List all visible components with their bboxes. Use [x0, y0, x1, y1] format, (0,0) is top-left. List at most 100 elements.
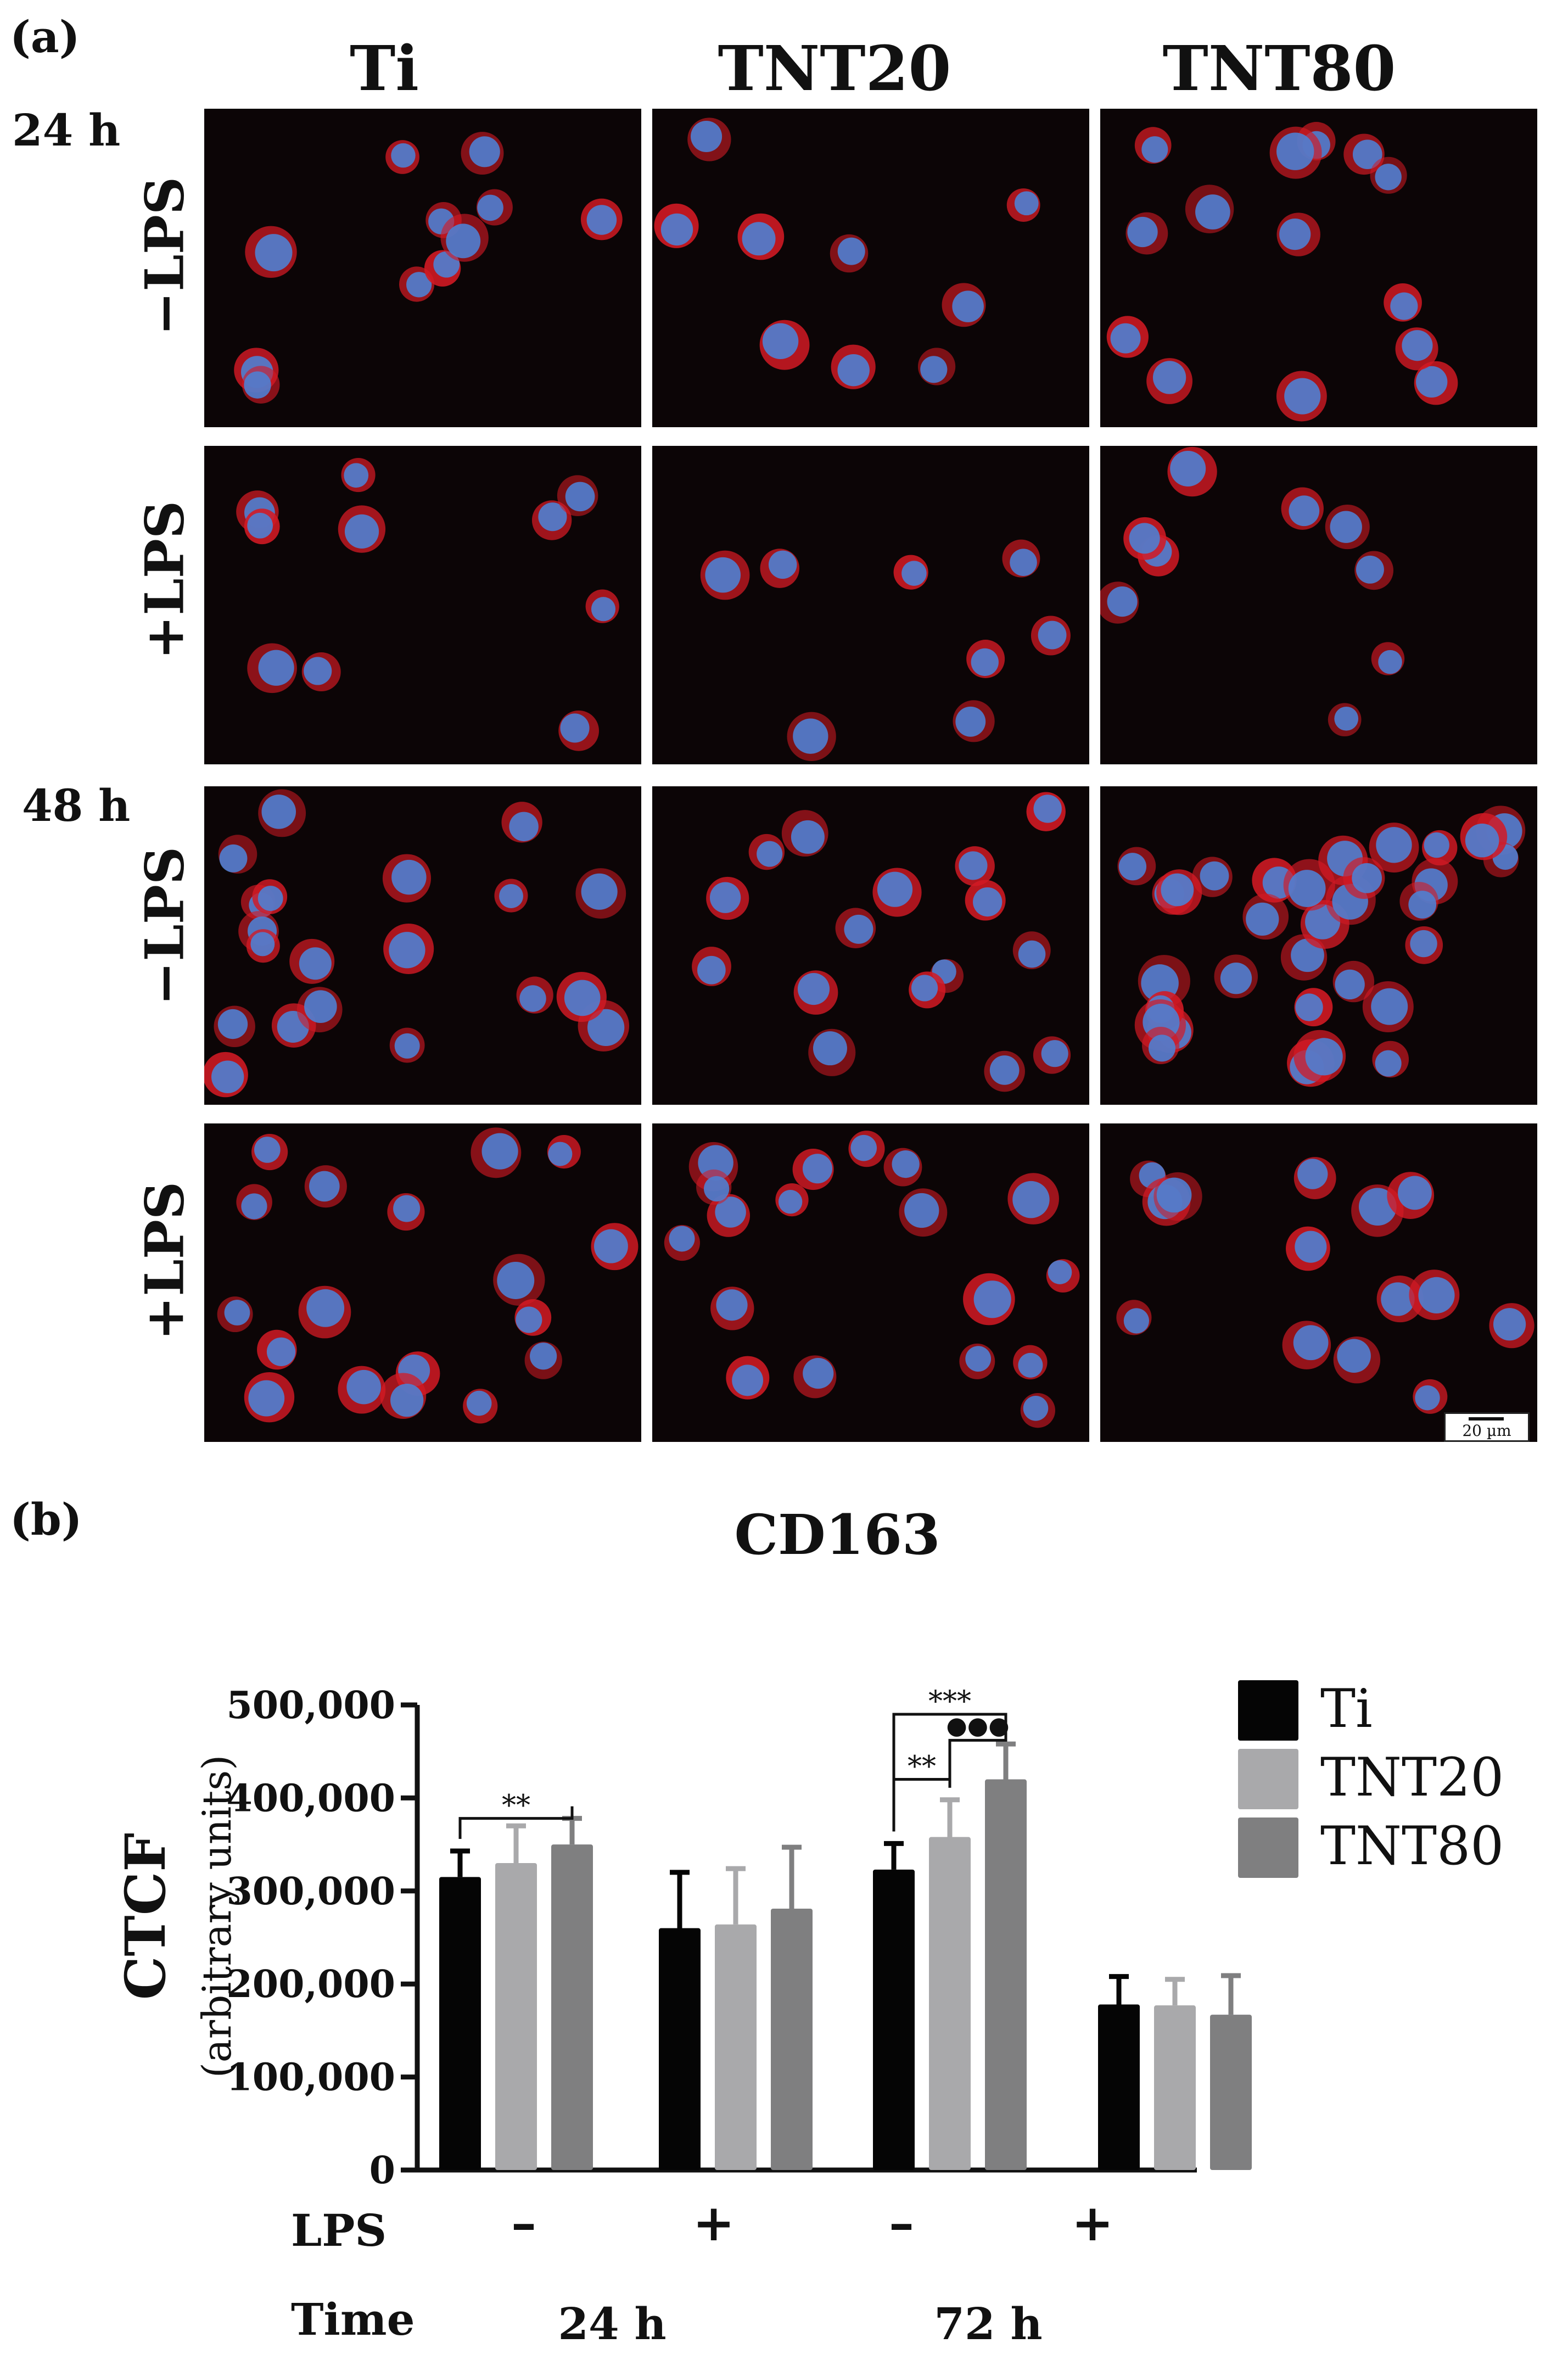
cell-nucleus [1170, 450, 1206, 486]
cell-nucleus [244, 371, 271, 399]
cell-nucleus [1200, 861, 1229, 891]
cell-nucleus [1038, 620, 1067, 650]
cell-nucleus [1352, 139, 1382, 170]
cell-nucleus [1118, 853, 1147, 881]
cell-nucleus [813, 1031, 847, 1066]
micrograph-tnt80-48h-plus-lps [1100, 1123, 1537, 1442]
cell-nucleus [1418, 1277, 1455, 1314]
cell-nucleus [1012, 1181, 1050, 1218]
bar-ti-2 [873, 1869, 915, 2170]
cell-nucleus [877, 871, 913, 907]
cell-nucleus [1337, 1339, 1371, 1373]
cell-nucleus [1107, 586, 1138, 617]
cell-nucleus [346, 1369, 381, 1405]
cell-nucleus [1305, 1038, 1343, 1076]
significance-bracket [458, 1806, 574, 1839]
cell-nucleus [219, 844, 248, 873]
cell-nucleus [660, 213, 693, 246]
cell-nucleus [844, 914, 873, 944]
cell-nucleus [1398, 1176, 1432, 1210]
cell-nucleus [255, 234, 293, 272]
cell-nucleus [793, 718, 828, 754]
row-label-minus-lps-2: −LPS [133, 846, 196, 1006]
cell-nucleus [1110, 323, 1141, 354]
cell-nucleus [1127, 216, 1158, 248]
significance-bracket [892, 1778, 951, 1832]
cell-nucleus [762, 323, 799, 360]
micrograph-tnt80-24h-minus-lps [1100, 109, 1537, 427]
bar-ti-0 [439, 1877, 481, 2170]
micrograph-tnt20-24h-minus-lps [652, 109, 1089, 427]
cell-nucleus [1276, 132, 1314, 170]
micrograph-tnt80-48h-minus-lps [1100, 786, 1537, 1105]
cell-nucleus [1123, 1308, 1149, 1334]
bar-ti-3 [1098, 2004, 1140, 2170]
cell-nucleus [406, 272, 432, 298]
cell-nucleus [1288, 870, 1326, 907]
cell-nucleus [1295, 1231, 1327, 1263]
legend-swatch-tnt20 [1238, 1749, 1298, 1809]
cell-nucleus [716, 1289, 748, 1321]
micrograph-ti-48h-minus-lps [204, 786, 641, 1105]
column-header-tnt80: TNT80 [1162, 33, 1396, 105]
cell-nucleus [217, 1009, 248, 1039]
cell-nucleus [248, 1380, 285, 1417]
cell-nucleus [920, 356, 948, 383]
cell-nucleus [1415, 1385, 1440, 1411]
cell-nucleus [477, 194, 503, 221]
cell-nucleus [715, 1196, 746, 1228]
cell-nucleus [1156, 1177, 1192, 1213]
cell-nucleus [1390, 292, 1418, 320]
cell-nucleus [509, 812, 539, 842]
cell-nucleus [703, 1176, 730, 1202]
cell-nucleus [705, 557, 741, 593]
cell-nucleus [971, 648, 999, 676]
legend: Ti TNT20 TNT80 [1238, 1678, 1504, 1878]
cell-nucleus [591, 597, 616, 622]
cell-nucleus [586, 205, 617, 235]
cell-nucleus [778, 1190, 803, 1214]
cell-nucleus [669, 1226, 695, 1252]
lps-sign: – [889, 2193, 914, 2252]
chart-title: CD163 [734, 1502, 940, 1567]
cell-nucleus [1023, 1396, 1049, 1421]
cell-nucleus [1371, 988, 1408, 1025]
cell-nucleus [1424, 832, 1449, 858]
cell-nucleus [1195, 194, 1230, 230]
cell-nucleus [1330, 511, 1362, 543]
cell-nucleus [1284, 378, 1321, 415]
lps-sign: + [692, 2193, 735, 2252]
scale-bar-label: 20 µm [1462, 1422, 1511, 1440]
row-label-minus-lps-1: −LPS [133, 176, 196, 336]
significance-label: ** [502, 1789, 530, 1822]
cell-nucleus [391, 859, 427, 895]
cell-nucleus [791, 820, 825, 854]
cell-nucleus [560, 713, 590, 743]
significance-label: ** [908, 1751, 936, 1783]
time-label-24h: 24 h [12, 104, 121, 156]
significance-label: ●●● [946, 1712, 1009, 1740]
cell-nucleus [446, 223, 481, 259]
cell-nucleus [803, 1357, 834, 1389]
cell-nucleus [530, 1343, 557, 1370]
y-tick-label: 400,000 [226, 1776, 395, 1820]
significance-annotations: *****●●●** [458, 1685, 1010, 1839]
cell-nucleus [709, 882, 741, 913]
cell-nucleus [973, 1280, 1011, 1318]
cell-nucleus [1381, 1282, 1415, 1316]
lps-sign: + [1071, 2193, 1113, 2252]
y-tick-label: 500,000 [226, 1684, 395, 1727]
cell-nucleus [466, 1390, 492, 1416]
time-label-48h: 48 h [22, 780, 131, 831]
cell-nucleus [587, 1009, 625, 1047]
row-label-lps: LPS [291, 2205, 387, 2256]
cell-nucleus [254, 1137, 281, 1163]
cell-nucleus [393, 1195, 421, 1222]
time-value-24h: 24 h [558, 2298, 666, 2350]
cell-nucleus [1408, 891, 1437, 919]
cell-nucleus [299, 947, 332, 980]
significance-bracket [892, 1713, 1007, 1832]
cell-nucleus [1352, 863, 1382, 893]
cell-nucleus [519, 985, 546, 1012]
cell-nucleus [1018, 1352, 1043, 1378]
